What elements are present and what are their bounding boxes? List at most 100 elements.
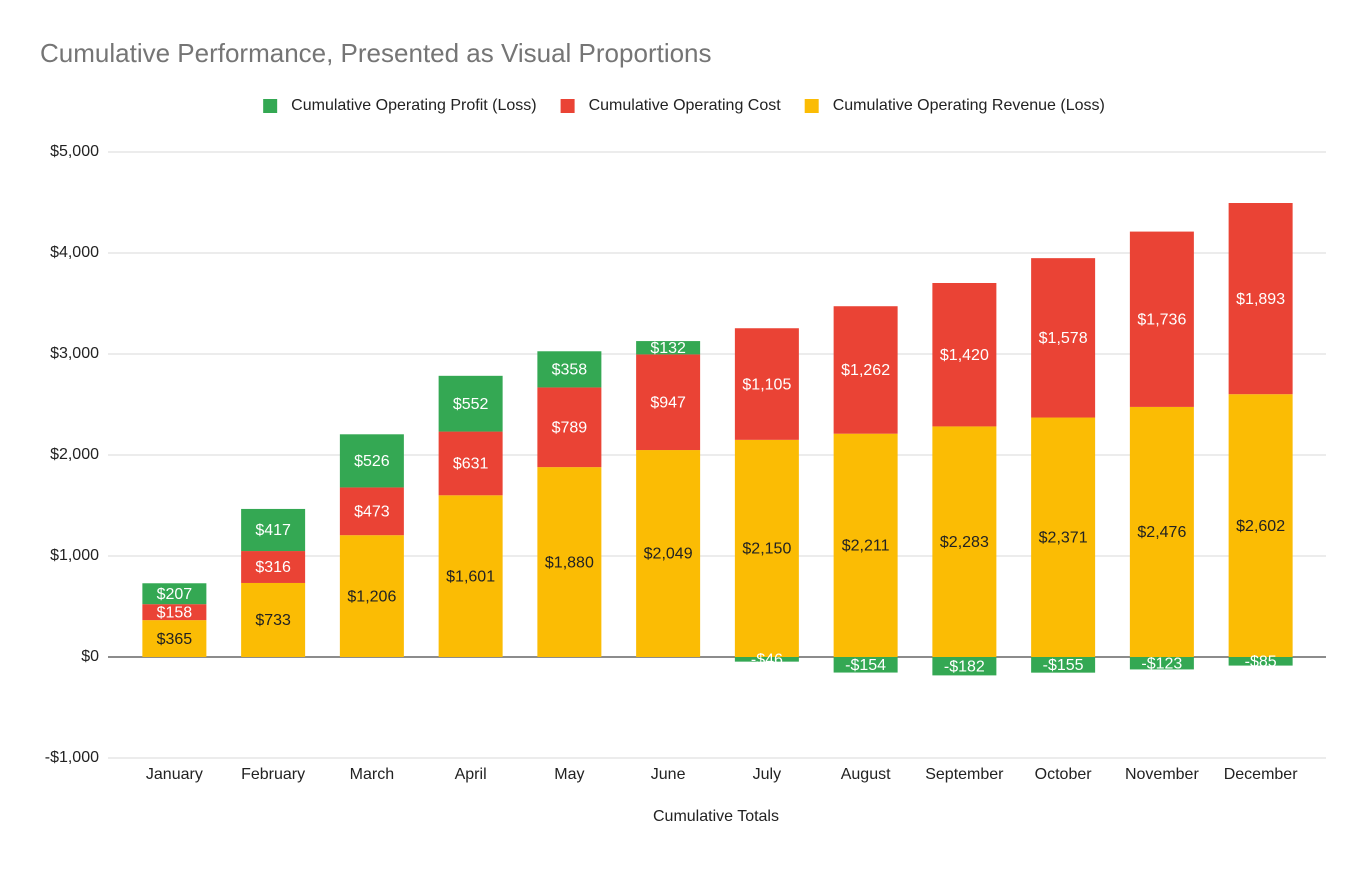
- bar: [833, 306, 898, 434]
- x-tick-label: November: [1125, 766, 1199, 783]
- bar: [537, 387, 602, 468]
- data-label: -$123: [1141, 655, 1182, 672]
- bar: [142, 620, 207, 657]
- labels: -$1,000 $0 $1,000 $2,000 $3,000 $4,000 $5,000 $…: [45, 143, 1298, 783]
- bar: [734, 328, 799, 440]
- x-tick-label: January: [146, 766, 203, 783]
- bar: [241, 551, 306, 583]
- bar: [833, 433, 898, 657]
- data-label: $1,893: [1236, 291, 1285, 308]
- data-label: $2,602: [1236, 518, 1285, 535]
- bar: [636, 354, 701, 451]
- x-tick-label: February: [241, 766, 305, 783]
- bar: [142, 604, 207, 621]
- data-label: $2,049: [644, 546, 693, 563]
- bar: [734, 657, 799, 662]
- bar: [932, 426, 997, 657]
- x-axis-title: Cumulative Totals: [653, 808, 779, 825]
- bar: [932, 657, 997, 676]
- data-label: $526: [354, 453, 390, 470]
- x-tick-label: October: [1035, 766, 1093, 783]
- data-label: $1,578: [1039, 330, 1088, 347]
- legend-item: Cumulative Operating Cost: [560, 97, 782, 114]
- y-tick-label: $5,000: [50, 143, 99, 160]
- bar: [1031, 258, 1096, 418]
- bar: [1129, 231, 1194, 407]
- chart-title: Cumulative Performance, Presented as Vis…: [40, 38, 712, 68]
- legend-label: Cumulative Operating Revenue (Loss): [833, 97, 1105, 114]
- bar: [339, 487, 404, 536]
- data-label: $316: [255, 559, 291, 576]
- data-label: $1,206: [347, 588, 396, 605]
- x-tick-label: June: [651, 766, 686, 783]
- bar: [1129, 406, 1194, 657]
- legend-swatch: [560, 99, 575, 113]
- y-tick-label: $4,000: [50, 244, 99, 261]
- data-label: $1,420: [940, 347, 989, 364]
- data-label: $1,262: [841, 362, 890, 379]
- x-tick-label: September: [925, 766, 1004, 783]
- data-label: $2,283: [940, 534, 989, 551]
- x-tick-label: April: [455, 766, 487, 783]
- bar: [339, 535, 404, 657]
- bar: [438, 431, 503, 496]
- legend-label: Cumulative Operating Profit (Loss): [291, 97, 536, 114]
- data-label: $947: [650, 394, 686, 411]
- data-label: -$182: [944, 658, 985, 675]
- bar: [142, 583, 207, 605]
- legend-swatch: [804, 99, 819, 113]
- data-label: $2,371: [1039, 529, 1088, 546]
- data-label: $473: [354, 504, 390, 521]
- y-tick-label: $1,000: [50, 547, 99, 564]
- data-label: $2,476: [1137, 524, 1186, 541]
- data-label: -$46: [751, 652, 783, 669]
- bar: [1228, 203, 1293, 395]
- data-label: $1,601: [446, 568, 495, 585]
- x-tick-label: May: [554, 766, 584, 783]
- y-tick-label: -$1,000: [45, 749, 99, 766]
- data-label: $2,150: [742, 541, 791, 558]
- data-label: $132: [650, 340, 686, 357]
- bar: [1031, 417, 1096, 657]
- data-label: $631: [453, 456, 489, 473]
- bar: [1228, 657, 1293, 666]
- data-label: -$154: [845, 657, 886, 674]
- bar: [833, 657, 898, 673]
- bar: [241, 508, 306, 552]
- x-tick-label: March: [350, 766, 394, 783]
- data-label: $158: [157, 604, 193, 621]
- bar: [636, 341, 701, 355]
- data-label: $733: [255, 612, 291, 629]
- legend-swatch: [263, 99, 278, 113]
- data-label: $417: [255, 522, 291, 539]
- bar: [1031, 657, 1096, 673]
- legend-item: Cumulative Operating Revenue (Loss): [804, 97, 1105, 114]
- y-tick-label: $0: [81, 648, 99, 665]
- bar: [537, 351, 602, 388]
- x-tick-label: July: [753, 766, 781, 783]
- data-label: $365: [157, 631, 193, 648]
- bar: [1129, 657, 1194, 670]
- legend: Cumulative Operating Profit (Loss) Cumula…: [263, 97, 1105, 114]
- bars: [142, 203, 1293, 676]
- data-label: -$85: [1245, 654, 1277, 671]
- data-label: $1,736: [1137, 311, 1186, 328]
- x-tick-label: August: [841, 766, 891, 783]
- bar: [438, 375, 503, 432]
- y-tick-label: $3,000: [50, 345, 99, 362]
- data-label: $552: [453, 396, 489, 413]
- data-label: -$155: [1043, 657, 1084, 674]
- y-tick-label: $2,000: [50, 446, 99, 463]
- bar: [537, 467, 602, 657]
- bar: [438, 495, 503, 657]
- bar: [932, 282, 997, 427]
- data-label: $2,211: [842, 538, 890, 555]
- bar: [241, 582, 306, 657]
- data-label: $207: [157, 586, 193, 603]
- bar: [1228, 394, 1293, 657]
- data-label: $358: [552, 362, 588, 379]
- data-label: $1,105: [742, 376, 791, 393]
- data-label: $1,880: [545, 554, 594, 571]
- legend-label: Cumulative Operating Cost: [589, 97, 782, 114]
